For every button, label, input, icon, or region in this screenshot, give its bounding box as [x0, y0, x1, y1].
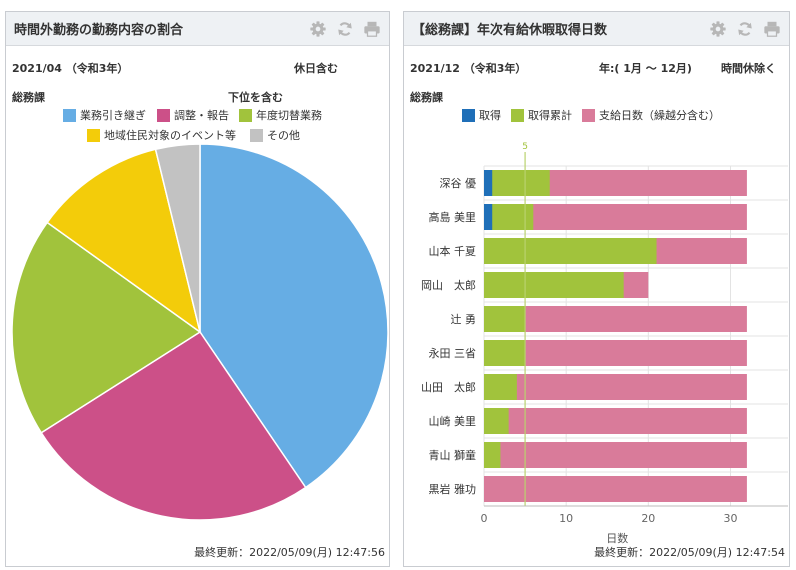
paid-leave-panel: 【総務課】年次有給休暇取得日数 [403, 11, 790, 567]
legend-swatch [250, 128, 263, 142]
pie-slice[interactable] [154, 144, 201, 333]
pie-chart [11, 144, 389, 521]
legend-item[interactable]: 地域住民対象のイベント等 [87, 127, 236, 143]
bar-allotted-days[interactable] [484, 408, 747, 434]
bar-allotted-days[interactable] [484, 374, 747, 400]
category-label: 山田 太郎 [421, 380, 476, 394]
bar-allotted-days[interactable] [484, 476, 747, 502]
legend-label: 地域住民対象のイベント等 [104, 129, 236, 142]
bar-cumulative-taken[interactable] [484, 374, 517, 400]
refresh-icon[interactable] [736, 20, 754, 38]
gear-icon[interactable] [309, 20, 327, 38]
overtime-ratio-panel: 時間外勤務の勤務内容の割合 [5, 11, 390, 567]
category-label: 山本 千夏 [429, 244, 477, 258]
bar-allotted-days[interactable] [484, 306, 747, 332]
legend-swatch [157, 108, 170, 122]
bar-cumulative-taken[interactable] [484, 272, 624, 298]
bar-allotted-days[interactable] [484, 340, 747, 366]
bar-cumulative-taken[interactable] [484, 306, 526, 332]
x-tick-label: 30 [723, 512, 737, 525]
category-label: 青山 獅童 [429, 448, 477, 462]
subtitle-label: 下位を含む [228, 91, 283, 104]
x-tick-label: 10 [559, 512, 573, 525]
category-label: 黒岩 雅功 [429, 482, 477, 496]
pie-slice[interactable] [46, 148, 202, 334]
panel-title: 時間外勤務の勤務内容の割合 [14, 23, 184, 38]
category-label: 辻 勇 [451, 312, 477, 326]
department-label: 総務課 [410, 91, 443, 104]
pie-slice[interactable] [40, 330, 307, 521]
pie-slice[interactable] [11, 221, 202, 434]
print-icon[interactable] [763, 20, 781, 38]
reference-label: 5 [522, 142, 528, 152]
category-label: 高島 美里 [429, 210, 477, 224]
legend-item[interactable]: 年度切替業務 [239, 107, 322, 123]
legend-item[interactable]: 取得累計 [511, 107, 572, 123]
pie-slice[interactable] [199, 144, 389, 489]
legend-item[interactable]: 業務引き継ぎ [63, 107, 146, 123]
category-label: 岡山 太郎 [421, 278, 476, 292]
legend-label: 取得 [479, 109, 501, 122]
legend-item[interactable]: 調整・報告 [157, 107, 229, 123]
legend-swatch [87, 128, 100, 142]
legend-label: 支給日数（繰越分含む） [599, 109, 720, 122]
bar-cumulative-taken[interactable] [484, 408, 509, 434]
category-label: 永田 三省 [429, 346, 477, 360]
bar-cumulative-taken[interactable] [484, 442, 501, 468]
legend-label: その他 [267, 129, 300, 142]
legend-item[interactable]: 取得 [462, 107, 501, 123]
refresh-icon[interactable] [336, 20, 354, 38]
last-updated: 最終更新：2022/05/09(月) 12:47:56 [194, 546, 385, 559]
legend-swatch [239, 108, 252, 122]
bar-cumulative-taken[interactable] [484, 238, 657, 264]
legend-label: 調整・報告 [174, 109, 229, 122]
legend-swatch [582, 108, 595, 122]
legend-label: 業務引き継ぎ [80, 109, 146, 122]
legend-item[interactable]: 支給日数（繰越分含む） [582, 107, 720, 123]
category-label: 深谷 優 [440, 177, 477, 190]
legend-label: 取得累計 [528, 109, 572, 122]
legend-swatch [511, 108, 524, 122]
x-tick-label: 0 [481, 512, 488, 525]
holiday-note: 休日含む [294, 62, 338, 75]
x-tick-label: 20 [641, 512, 655, 525]
legend-item[interactable]: その他 [250, 127, 300, 143]
print-icon[interactable] [363, 20, 381, 38]
panel-header: 時間外勤務の勤務内容の割合 [6, 12, 389, 46]
legend-swatch [63, 108, 76, 122]
bar-taken[interactable] [484, 170, 493, 196]
period-label: 2021/12 （令和3年） [410, 62, 527, 75]
legend-label: 年度切替業務 [256, 109, 322, 122]
gear-icon[interactable] [709, 20, 727, 38]
panel-title: 【総務課】年次有給休暇取得日数 [412, 23, 608, 38]
bar-cumulative-taken[interactable] [484, 170, 550, 196]
bar-cumulative-taken[interactable] [484, 340, 526, 366]
legend-swatch [462, 108, 475, 122]
department-label: 総務課 [12, 91, 45, 104]
range-label: 年:( 1月 ～ 12月) [599, 62, 692, 75]
hourly-note: 時間休除く [721, 62, 776, 75]
bar-allotted-days[interactable] [484, 442, 747, 468]
last-updated: 最終更新：2022/05/09(月) 12:47:54 [594, 546, 785, 559]
bar-taken[interactable] [484, 204, 493, 230]
period-label: 2021/04 （令和3年） [12, 62, 129, 75]
panel-header: 【総務課】年次有給休暇取得日数 [404, 12, 789, 46]
x-axis-title: 日数 [606, 532, 628, 545]
category-label: 山崎 美里 [429, 414, 477, 428]
